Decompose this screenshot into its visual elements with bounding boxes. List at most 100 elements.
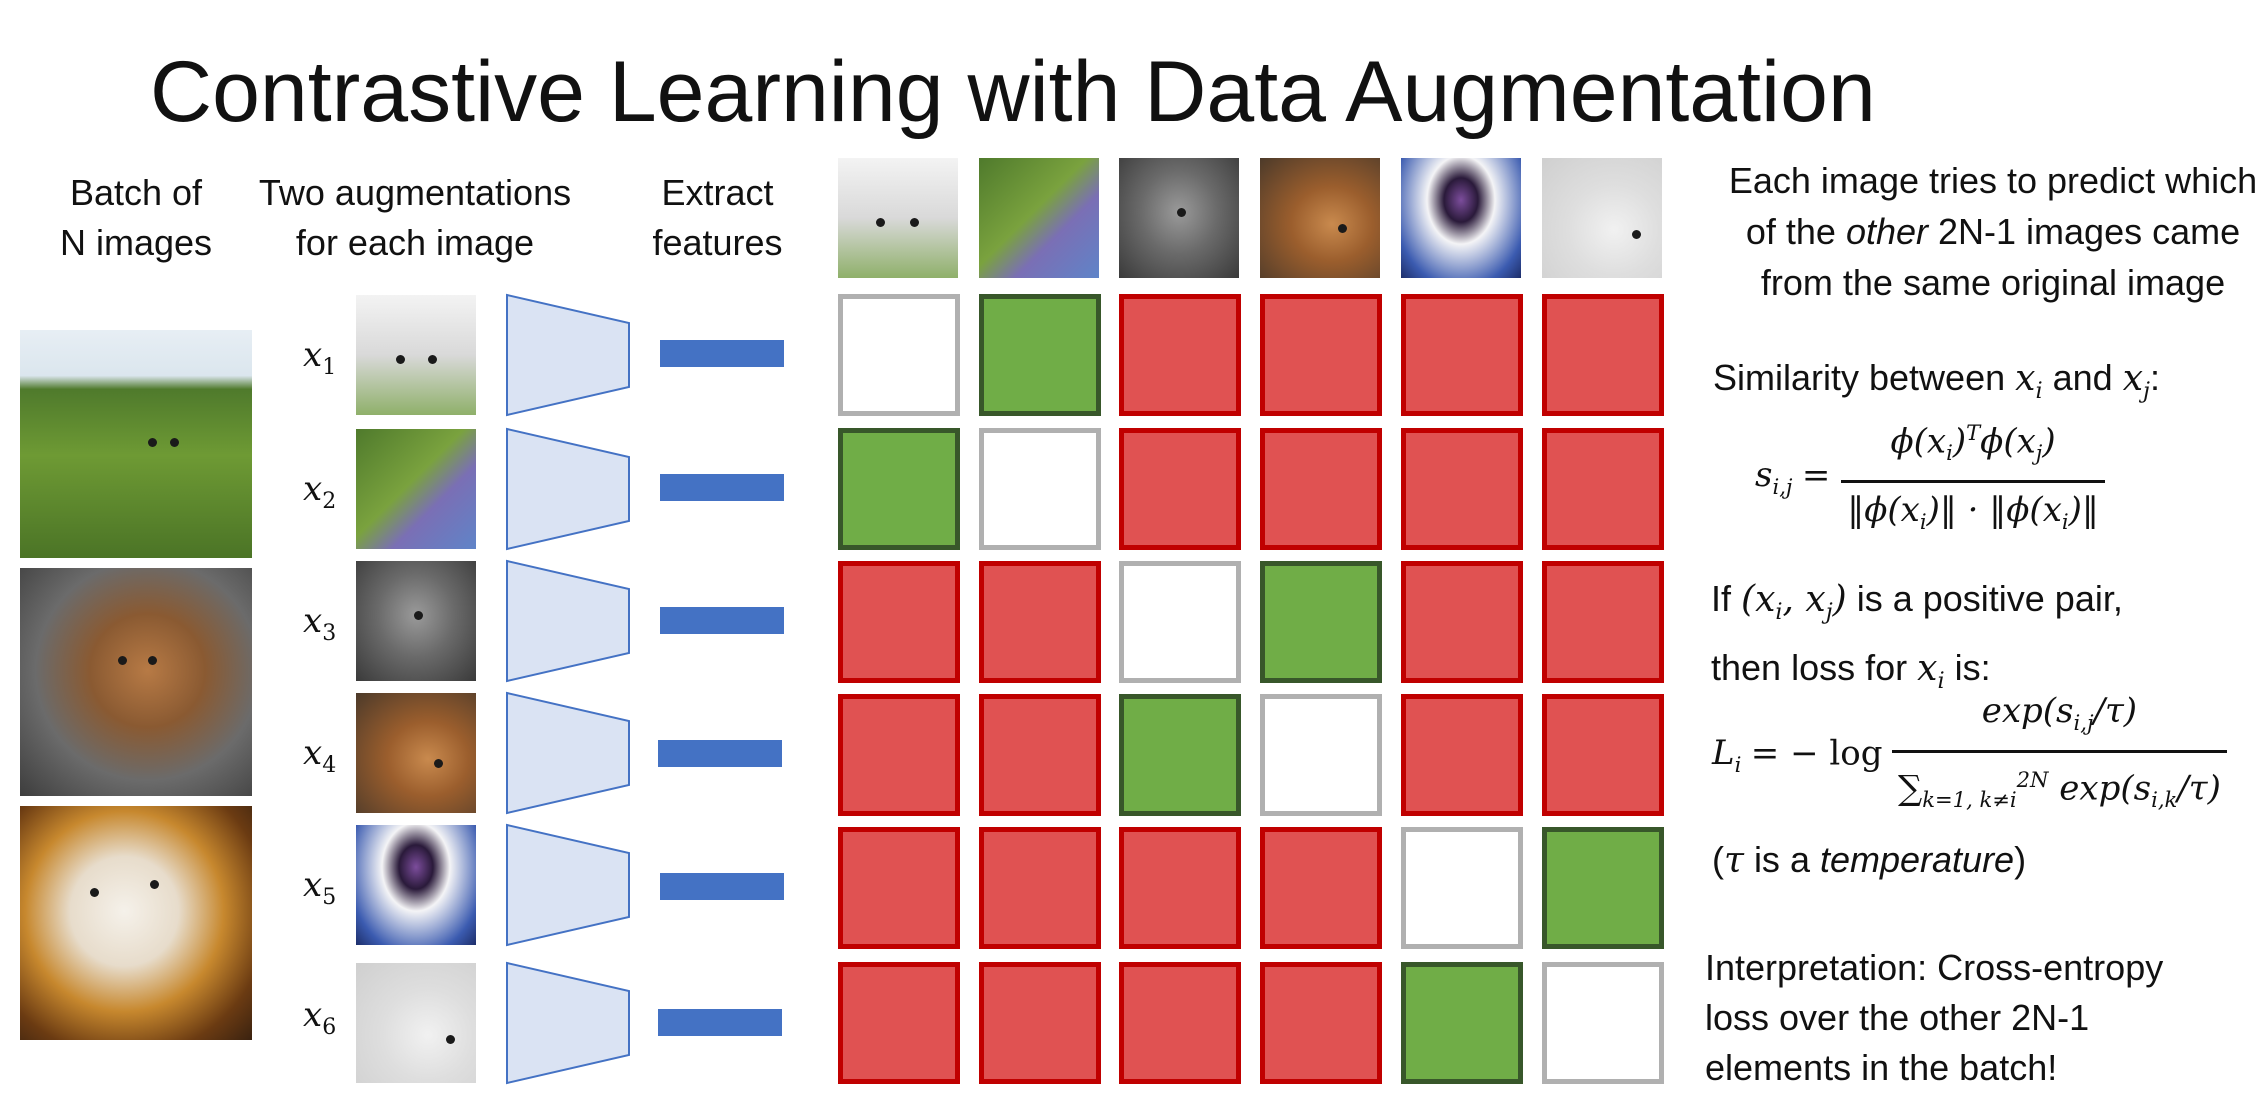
encoder-shape — [506, 293, 630, 417]
matrix-cell-neg-r1-c5 — [1401, 294, 1523, 416]
intro-line-1: Each image tries to predict which — [1728, 160, 2258, 201]
similarity-denominator: ‖ϕ(xi)‖ · ‖ϕ(xi)‖ — [1841, 480, 2105, 545]
matrix-cell-neg-r6-c4 — [1260, 962, 1382, 1084]
similarity-label-text: Similarity between — [1713, 357, 2006, 398]
batch-heading-line-1: Batch of — [69, 172, 203, 213]
aug-eye — [428, 355, 437, 364]
matrix-cell-pos-r3-c4 — [1260, 561, 1382, 683]
x-label-var: x — [303, 335, 323, 375]
matrix-cell-neg-r2-c6 — [1542, 428, 1664, 550]
x-label-var: x — [303, 469, 323, 509]
encoder-shape — [506, 559, 630, 683]
matrix-cell-neg-r6-c1 — [838, 962, 960, 1084]
x-label-var: x — [303, 601, 323, 641]
matrix-cell-pos-r4-c3 — [1119, 694, 1241, 816]
matrix-cell-self-r2-c2 — [979, 428, 1101, 550]
matrix-cell-neg-r2-c5 — [1401, 428, 1523, 550]
loss-condition: If (xi, xj) is a positive pair, then los… — [1711, 571, 2123, 709]
feature-vector-2 — [660, 474, 784, 501]
feature-vector-3 — [660, 607, 784, 634]
matrix-cell-neg-r1-c6 — [1542, 294, 1664, 416]
augment-heading-line-2: for each image — [295, 222, 535, 263]
dog-eye — [150, 880, 159, 889]
intro-other: other — [1845, 211, 1928, 252]
matrix-cell-neg-r2-c3 — [1119, 428, 1241, 550]
matrix-cell-neg-r3-c6 — [1542, 561, 1664, 683]
encoder-shape — [506, 823, 630, 947]
x-label-var: x — [303, 733, 323, 773]
pair-xi-xj: (xi, xj) — [1741, 579, 1847, 626]
aug-eye — [876, 218, 885, 227]
loss-denominator: ∑k=1, k≠i2N exp(si,k/τ) — [1891, 749, 2227, 823]
sij-symbol: si,j — [1755, 455, 1793, 500]
batch-heading-line-2: N images — [59, 222, 213, 263]
matrix-cell-neg-r6-c2 — [979, 962, 1101, 1084]
feature-vector-6 — [658, 1009, 782, 1036]
x-label-sub: 4 — [322, 752, 337, 778]
interpretation-line-2: loss over the other 2N-1 — [1705, 997, 2090, 1038]
loss-fraction: exp(si,j/τ) ∑k=1, k≠i2N exp(si,k/τ) — [1891, 688, 2227, 823]
matrix-cell-self-r3-c3 — [1119, 561, 1241, 683]
matrix-cell-self-r4-c4 — [1260, 694, 1382, 816]
augment-heading-line-1: Two augmentations — [258, 172, 572, 213]
intro-line-2: of the other 2N-1 images came — [1693, 206, 2263, 257]
var-xi: xi — [1917, 648, 1945, 695]
loss-positive: is a positive pair, — [1856, 578, 2123, 619]
aug-eye — [396, 355, 405, 364]
matrix-cell-neg-r4-c2 — [979, 694, 1101, 816]
similarity-formula: si,j = ϕ(xi)Tϕ(xj) ‖ϕ(xi)‖ · ‖ϕ(xi)‖ — [1755, 410, 2105, 545]
similarity-and: and — [2052, 357, 2113, 398]
intro-line-3: from the same original image — [1760, 262, 2226, 303]
matrix-cell-neg-r4-c5 — [1401, 694, 1523, 816]
loss-then: then loss for — [1711, 647, 1908, 689]
encoder-1 — [506, 293, 630, 417]
minus-log: = − log — [1750, 733, 1883, 774]
x-label-sub: 5 — [322, 884, 337, 910]
matrix-cell-neg-r3-c2 — [979, 561, 1101, 683]
matrix-cell-self-r6-c6 — [1542, 962, 1664, 1084]
x-label-6: x6 — [303, 995, 336, 1040]
var-xj: xj — [2122, 358, 2150, 405]
matrix-cell-neg-r5-c2 — [979, 827, 1101, 949]
x-label-2: x2 — [303, 469, 336, 514]
matrix-cell-neg-r1-c4 — [1260, 294, 1382, 416]
augmented-image-3 — [356, 561, 476, 681]
matrix-cell-pos-r2-c1 — [838, 428, 960, 550]
batch-image-monkey — [20, 568, 252, 796]
loss-condition-line-2: then loss for xi is: — [1711, 640, 2123, 709]
aug-eye — [910, 218, 919, 227]
x-label-sub: 6 — [322, 1014, 337, 1040]
loss-is: is: — [1954, 647, 1991, 689]
similarity-label: Similarity between xi and xj: — [1713, 357, 2160, 405]
matrix-cell-neg-r2-c4 — [1260, 428, 1382, 550]
temp-close: ) — [2014, 839, 2027, 880]
similarity-fraction: ϕ(xi)Tϕ(xj) ‖ϕ(xi)‖ · ‖ϕ(xi)‖ — [1841, 410, 2105, 545]
dog-eye — [90, 888, 99, 897]
matrix-cell-pos-r6-c5 — [1401, 962, 1523, 1084]
aug-eye — [1632, 230, 1641, 239]
augmented-image-4 — [356, 693, 476, 813]
temp-open: ( — [1712, 839, 1724, 880]
x-label-1: x1 — [303, 335, 336, 380]
feature-vector-1 — [660, 340, 784, 367]
augmented-image-5 — [356, 825, 476, 945]
x-label-var: x — [303, 995, 323, 1035]
encoder-shape — [506, 691, 630, 815]
x-label-5: x5 — [303, 865, 336, 910]
augmented-image-2 — [356, 429, 476, 549]
loss-if: If — [1711, 578, 1732, 619]
interpretation-line-3: elements in the batch! — [1705, 1047, 2058, 1088]
encoder-4 — [506, 691, 630, 815]
feature-vector-4 — [658, 740, 782, 767]
x-label-sub: 3 — [322, 620, 337, 646]
aug-eye — [1177, 208, 1186, 217]
aug-eye — [1338, 224, 1347, 233]
feature-vector-5 — [660, 873, 784, 900]
aug-eye — [414, 611, 423, 620]
matrix-cell-pos-r5-c6 — [1542, 827, 1664, 949]
similarity-numerator: ϕ(xi)Tϕ(xj) — [1890, 420, 2056, 466]
matrix-cell-neg-r5-c4 — [1260, 827, 1382, 949]
var-xi: xi — [2015, 358, 2043, 405]
matrix-cell-neg-r5-c1 — [838, 827, 960, 949]
interpretation-line-1: Interpretation: Cross-entropy — [1705, 947, 2164, 988]
